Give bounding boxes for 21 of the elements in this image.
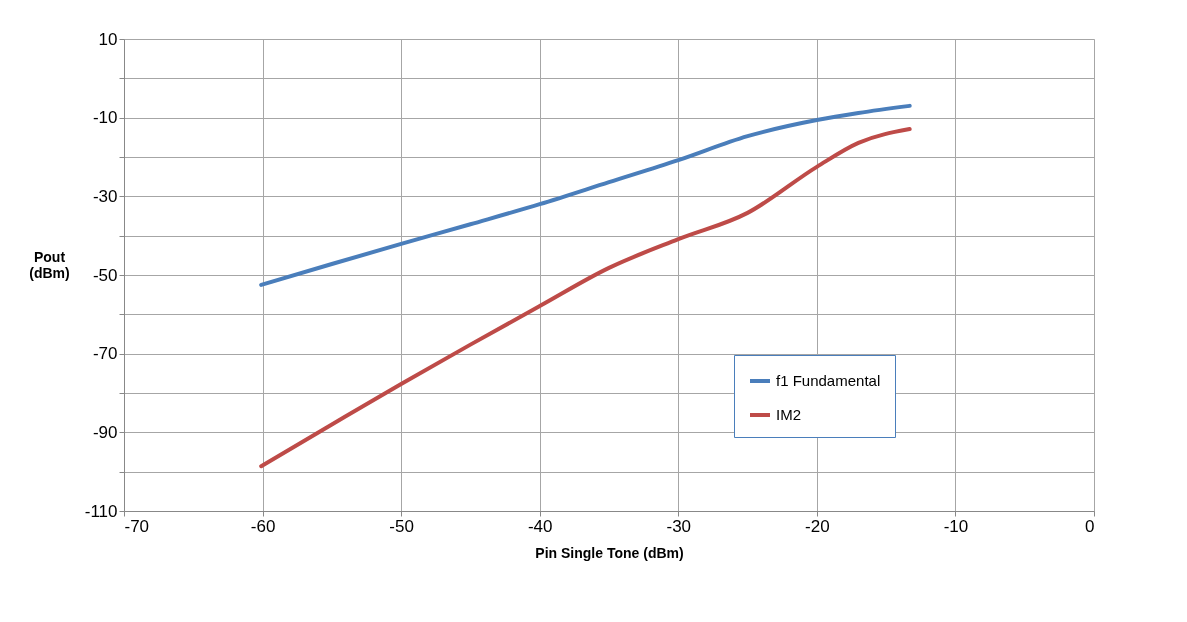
x-tick-label: -10 (943, 516, 969, 536)
legend-label: f1 Fundamental (776, 372, 881, 389)
y-tick-label: -30 (92, 186, 118, 206)
y-axis-title: Pout (dBm) (29, 248, 70, 281)
y-tick-label: -110 (84, 501, 118, 521)
y-tick-label: -90 (92, 422, 118, 442)
x-tick-label: -30 (666, 516, 692, 536)
y-tick-label: -70 (92, 344, 118, 364)
line-series (259, 127, 912, 469)
y-tick-label: 10 (98, 29, 118, 49)
x-tick-label: 0 (1085, 516, 1095, 536)
y-tick-label: -50 (92, 265, 118, 285)
x-axis-title: Pin Single Tone (dBm) (535, 544, 684, 561)
x-tick-label: -50 (389, 516, 414, 536)
line-series (259, 103, 912, 287)
x-tick-label: -20 (805, 516, 830, 536)
y-tick-label: -10 (92, 108, 118, 128)
legend-label: IM2 (776, 406, 802, 423)
x-tick-label: -70 (124, 516, 150, 536)
x-tick-label: -40 (527, 516, 553, 536)
x-tick-label: -60 (250, 516, 276, 536)
